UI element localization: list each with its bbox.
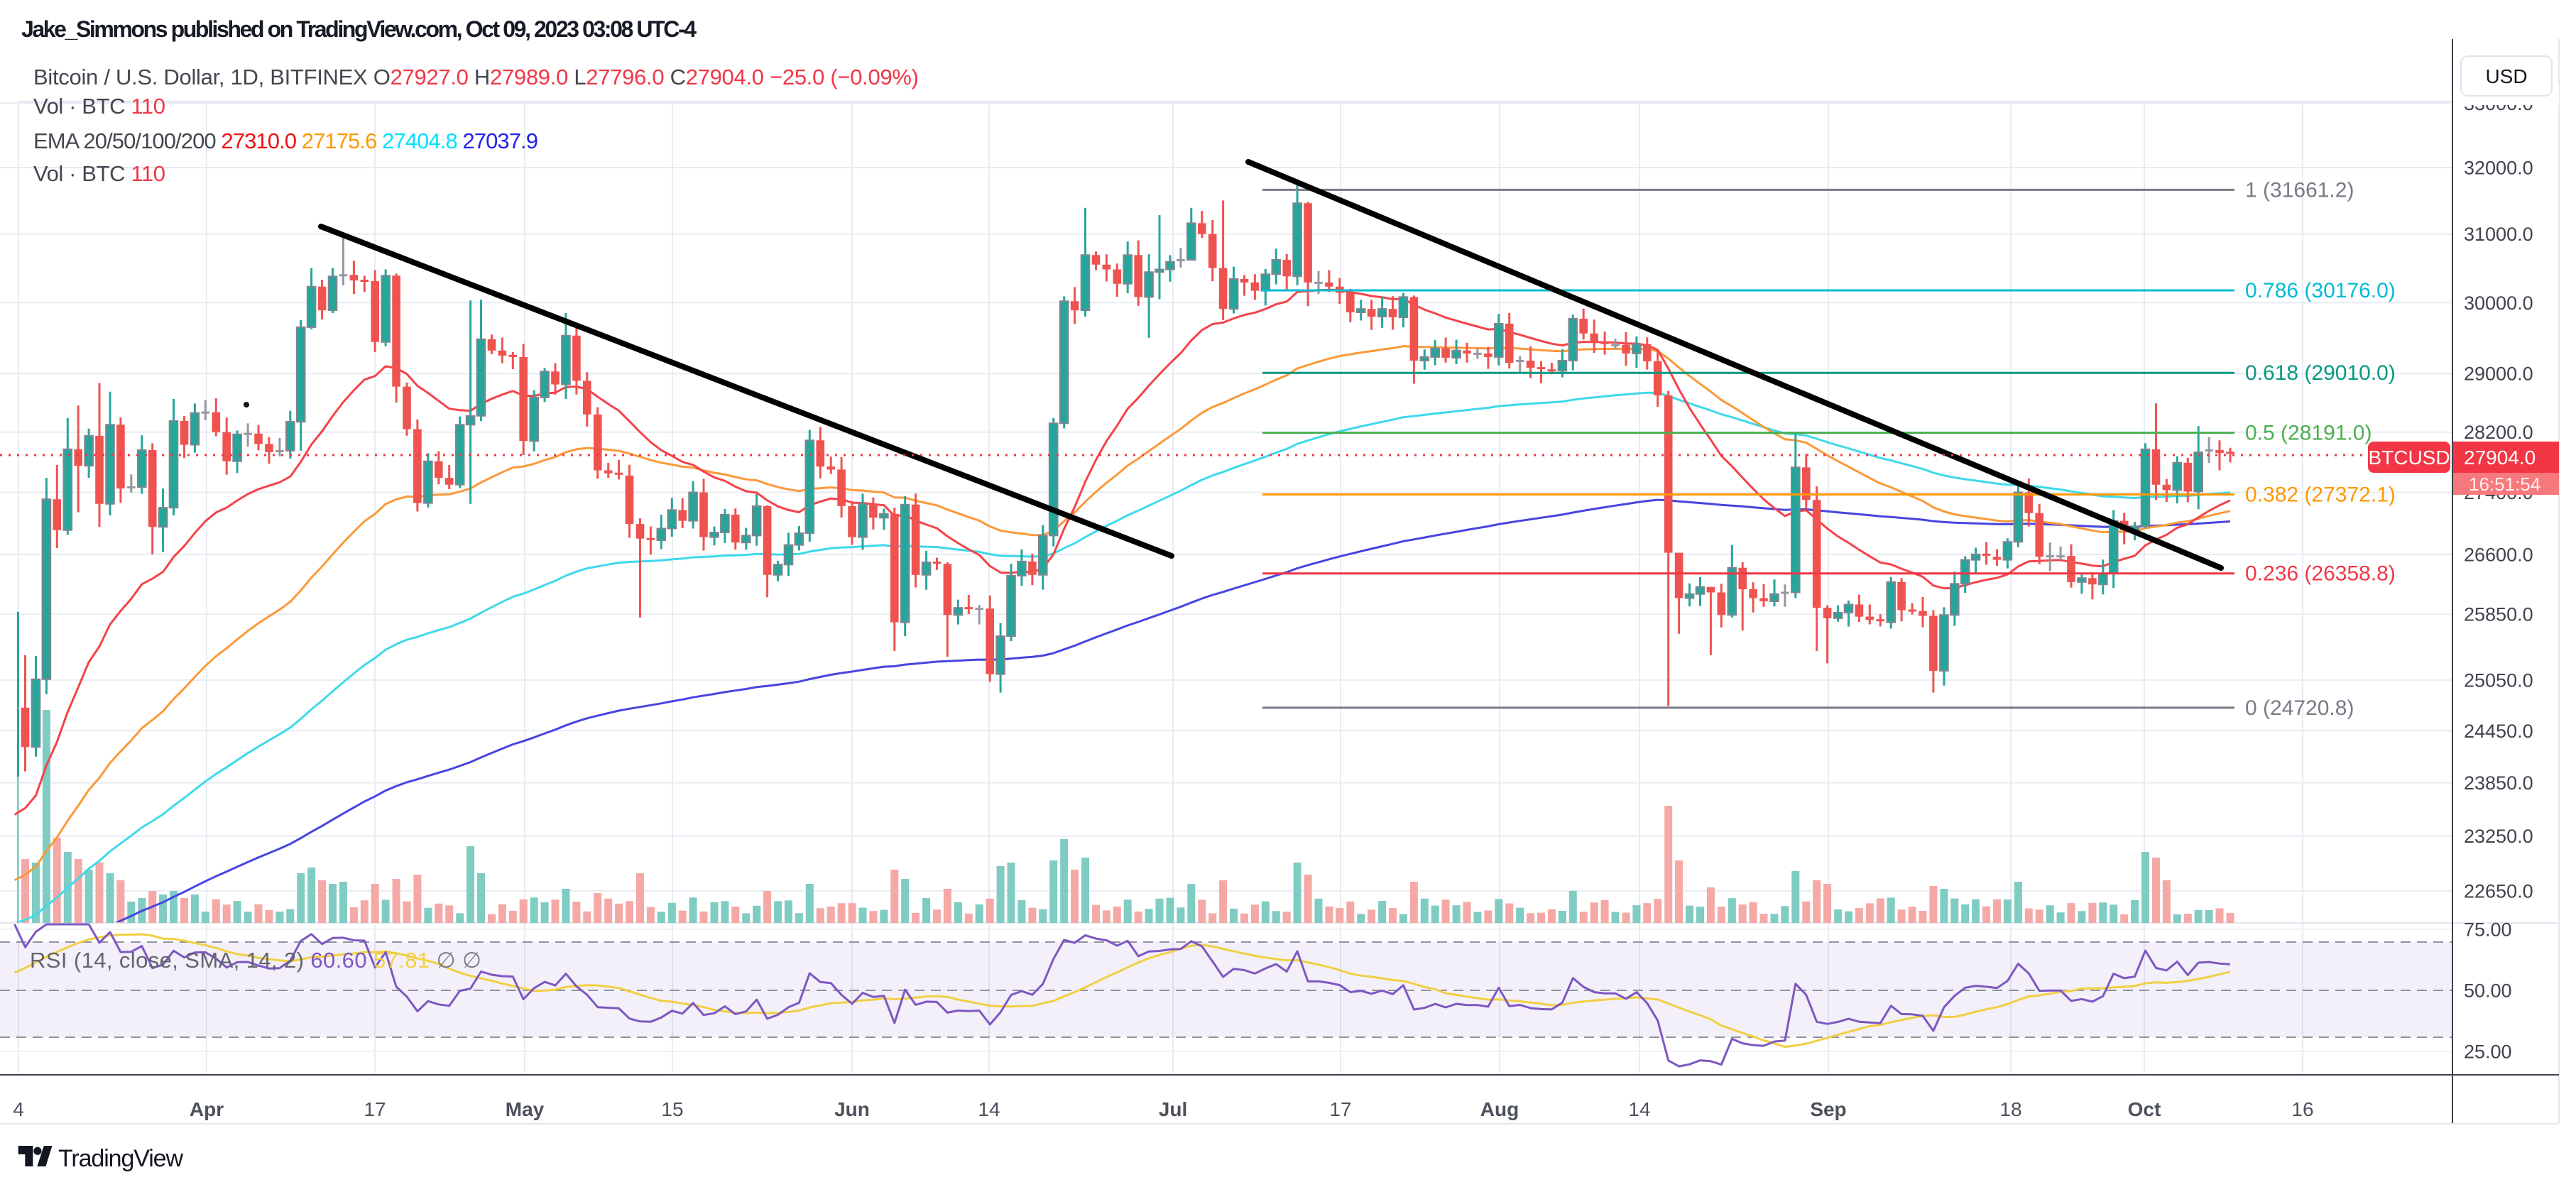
svg-text:0 (24720.8): 0 (24720.8) xyxy=(2245,696,2354,720)
svg-text:25.00: 25.00 xyxy=(2464,1041,2512,1063)
svg-text:Vol · BTC 110: Vol · BTC 110 xyxy=(33,161,165,186)
svg-text:22650.0: 22650.0 xyxy=(2464,880,2533,902)
svg-text:15: 15 xyxy=(661,1098,683,1120)
svg-text:17: 17 xyxy=(1329,1098,1351,1120)
svg-text:0.382 (27372.1): 0.382 (27372.1) xyxy=(2245,483,2396,507)
svg-text:29000.0: 29000.0 xyxy=(2464,363,2533,385)
svg-text:25850.0: 25850.0 xyxy=(2464,604,2533,625)
svg-text:14: 14 xyxy=(1628,1098,1650,1120)
svg-text:TradingView: TradingView xyxy=(58,1145,183,1172)
svg-text:25050.0: 25050.0 xyxy=(2464,669,2533,691)
svg-text:BTCUSD: BTCUSD xyxy=(2368,447,2450,469)
svg-text:0.236 (26358.8): 0.236 (26358.8) xyxy=(2245,562,2396,586)
svg-text:16: 16 xyxy=(2291,1098,2313,1120)
svg-text:Apr: Apr xyxy=(190,1098,224,1120)
svg-text:Jake_Simmons published on Trad: Jake_Simmons published on TradingView.co… xyxy=(21,16,697,42)
svg-text:50.00: 50.00 xyxy=(2464,980,2512,1002)
svg-text:May: May xyxy=(506,1098,545,1120)
svg-text:31000.0: 31000.0 xyxy=(2464,224,2533,245)
svg-text:0.618 (29010.0): 0.618 (29010.0) xyxy=(2245,361,2396,385)
svg-text:USD: USD xyxy=(2485,65,2527,87)
svg-text:14: 14 xyxy=(978,1098,1000,1120)
svg-text:16:51:54: 16:51:54 xyxy=(2469,474,2540,495)
svg-text:23850.0: 23850.0 xyxy=(2464,772,2533,794)
svg-text:24450.0: 24450.0 xyxy=(2464,721,2533,742)
svg-text:4: 4 xyxy=(13,1098,24,1120)
svg-text:28200.0: 28200.0 xyxy=(2464,422,2533,443)
svg-text:23250.0: 23250.0 xyxy=(2464,826,2533,847)
svg-text:Jul: Jul xyxy=(1159,1098,1187,1120)
svg-text:RSI (14, close, SMA, 14, 2) 60: RSI (14, close, SMA, 14, 2) 60.60 57.81 … xyxy=(30,948,481,973)
svg-text:0.5 (28191.0): 0.5 (28191.0) xyxy=(2245,422,2372,445)
svg-text:17: 17 xyxy=(364,1098,386,1120)
svg-text:Sep: Sep xyxy=(1810,1098,1846,1120)
svg-text:Vol · BTC 110: Vol · BTC 110 xyxy=(33,94,165,119)
svg-text:Jun: Jun xyxy=(834,1098,870,1120)
svg-text:0.786 (30176.0): 0.786 (30176.0) xyxy=(2245,279,2396,302)
svg-text:Bitcoin / U.S. Dollar, 1D, BIT: Bitcoin / U.S. Dollar, 1D, BITFINEX O279… xyxy=(33,65,919,89)
svg-text:26600.0: 26600.0 xyxy=(2464,544,2533,565)
svg-text:1 (31661.2): 1 (31661.2) xyxy=(2245,178,2354,202)
svg-text:75.00: 75.00 xyxy=(2464,919,2512,941)
svg-text:EMA 20/50/100/200 27310.0 27: EMA 20/50/100/200 27310.0 27175.6 27404.… xyxy=(33,128,538,153)
svg-text:30000.0: 30000.0 xyxy=(2464,292,2533,314)
svg-text:Oct: Oct xyxy=(2128,1098,2161,1120)
svg-text:18: 18 xyxy=(1999,1098,2021,1120)
svg-text:27904.0: 27904.0 xyxy=(2464,447,2536,469)
svg-text:32000.0: 32000.0 xyxy=(2464,158,2533,179)
svg-text:Aug: Aug xyxy=(1480,1098,1519,1120)
